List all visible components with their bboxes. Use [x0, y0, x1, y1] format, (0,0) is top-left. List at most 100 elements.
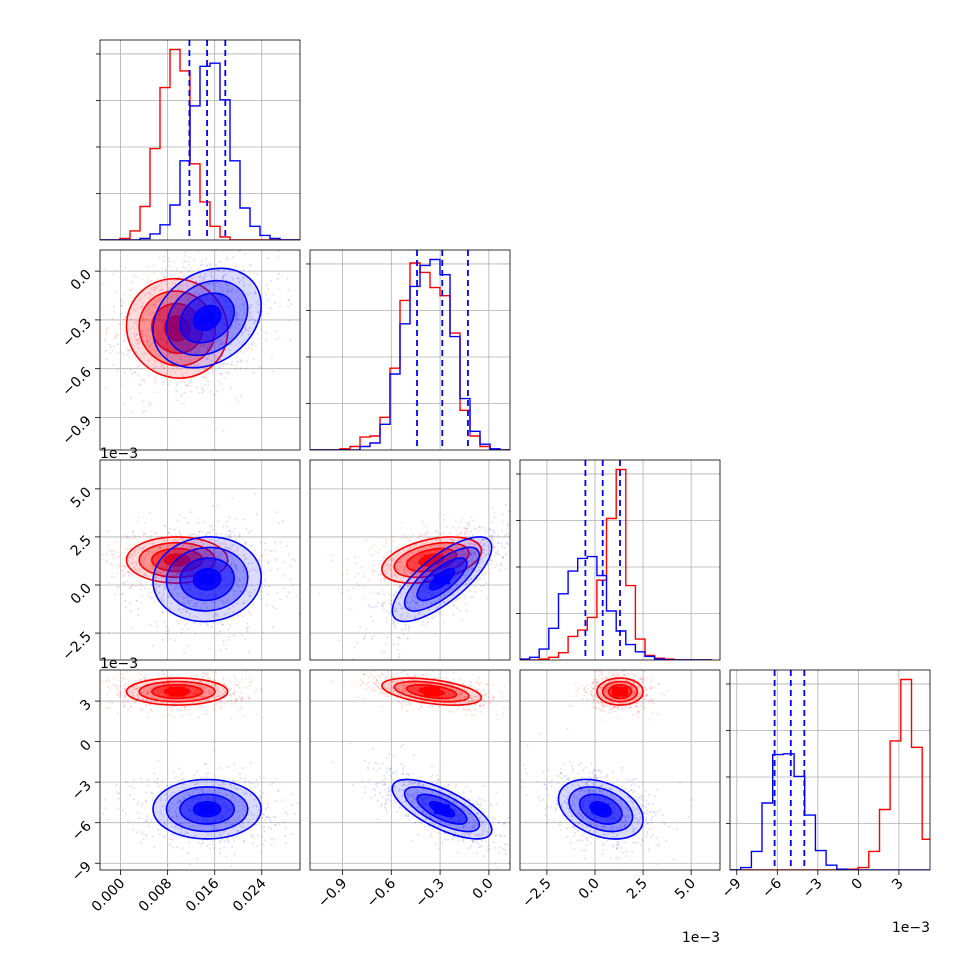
density-panel-p3-vs-p0: [100, 670, 299, 870]
frame-2-0: [99, 459, 301, 661]
grid-3-3: [736, 670, 900, 870]
histogram-p1: [310, 250, 510, 450]
mode-blue: [199, 574, 216, 585]
contour-blue: [152, 536, 262, 623]
tick-label-x-p0: 0.024: [230, 875, 270, 915]
tick-label-x-p1: −0.6: [364, 875, 399, 910]
contour-red: [405, 684, 458, 700]
grid-3-1: [310, 670, 510, 870]
frame-3-0: [99, 669, 301, 871]
contour-red: [381, 677, 483, 706]
frame-0-0: [99, 39, 301, 241]
hist-grid-p3: [730, 683, 930, 824]
tick-label-y-p1: −0.6: [59, 364, 94, 399]
contour-blue: [578, 793, 623, 825]
grid-3-0: [100, 670, 300, 870]
tick-label-x-p0: 0.000: [89, 876, 129, 916]
tick-label-x-p2: 2.5: [624, 876, 651, 903]
contour-blue: [192, 304, 222, 332]
tick-label-y-p3: 3: [77, 697, 95, 715]
offset-x-p2: 1e−3: [682, 930, 720, 946]
grid-1-0: [100, 250, 300, 450]
tick-label-y-p3: 0: [77, 737, 95, 755]
contour-blue: [152, 267, 262, 369]
contour-blue: [179, 793, 236, 825]
frame-3-3: [729, 669, 931, 871]
mode-red: [169, 686, 186, 697]
contour-blue: [557, 778, 644, 840]
contour-red: [125, 677, 229, 706]
mode-blue: [592, 804, 609, 815]
tick-label-y-p1: 0.0: [68, 267, 95, 294]
hist-step-blue: [100, 62, 300, 240]
tick-label-y-p2: 0.0: [68, 581, 95, 608]
histogram-p3: [730, 670, 930, 870]
tick-label-x-p1: −0.9: [315, 876, 350, 911]
density-panel-p3-vs-p1: [330, 670, 510, 869]
tick-label-y-p1: −0.3: [59, 315, 94, 350]
contour-red: [607, 683, 633, 700]
density-panel-p3-vs-p2: [521, 670, 694, 870]
mode-blue: [434, 574, 450, 585]
contour-blue: [165, 279, 249, 357]
grid-2-2: [546, 460, 692, 660]
contour-blue: [165, 786, 249, 833]
tick-label-x-p2: 5.0: [672, 876, 699, 903]
contour-blue: [391, 536, 493, 623]
contour-blue: [403, 546, 481, 612]
tick-label-x-p2: 0.0: [576, 876, 603, 903]
frame-3-2: [519, 669, 721, 871]
contour-red: [151, 683, 204, 700]
density-panel-p2-vs-p1: [318, 503, 510, 660]
contour-blue: [192, 801, 222, 818]
mode-red: [423, 555, 440, 565]
offset-x-p3: 1e−3: [892, 920, 930, 936]
frame-3-1: [309, 669, 511, 871]
contour-blue: [416, 793, 468, 825]
density-panel-p1-vs-p0: [100, 250, 292, 433]
hist-step-blue: [310, 258, 510, 450]
hist-step-red: [310, 262, 510, 450]
frame-1-0: [99, 249, 301, 451]
contour-red: [138, 680, 216, 703]
contour-red: [596, 677, 644, 706]
tick-label-y-p2: −2.5: [59, 629, 94, 664]
panels: 0.000 0.008 0.016 0.024 −0.9 −0.6 −0.3 0.0 −2.5 0…: [59, 39, 931, 946]
tick-label-y-p3: −3: [69, 778, 95, 804]
contour-blue: [165, 546, 249, 612]
mode-blue: [199, 313, 216, 323]
histogram-p0: [100, 40, 300, 240]
contour-blue: [391, 778, 493, 840]
histogram-p2: [520, 460, 713, 660]
tick-label-y-p3: −9: [69, 859, 95, 885]
offset-y-p2: 1e−3: [100, 446, 138, 462]
grid-0-0: [120, 40, 263, 240]
contour-blue: [192, 567, 222, 591]
grid-1-1: [342, 250, 490, 450]
contour-blue: [416, 557, 468, 602]
tick-label-x-p3: −3: [800, 876, 826, 902]
frame-2-2: [519, 459, 721, 661]
hist-step-blue: [520, 555, 713, 660]
mode-blue: [434, 804, 450, 815]
contour-blue: [589, 800, 613, 818]
tick-label-x-p3: 0: [849, 876, 867, 894]
tick-label-x-p3: −9: [719, 876, 745, 902]
contour-blue: [179, 557, 235, 602]
density-panel-p2-vs-p0: [101, 493, 300, 654]
contour-red: [125, 277, 229, 379]
mode-red: [423, 686, 440, 697]
tick-label-y-p1: −0.9: [59, 413, 94, 448]
grid-3-2: [520, 670, 720, 870]
tick-label-x-p3: −6: [759, 875, 785, 901]
tick-label-x-p1: −0.3: [413, 876, 448, 911]
mode-red: [612, 686, 628, 697]
tick-label-x-p0: 0.008: [136, 876, 176, 916]
hist-step-blue: [730, 753, 930, 870]
tick-label-x-p2: −2.5: [519, 876, 554, 911]
mode-red: [169, 323, 186, 334]
contour-blue: [152, 778, 263, 840]
frame-1-1: [309, 249, 511, 451]
frame-2-1: [309, 459, 511, 661]
contour-red: [393, 680, 470, 703]
